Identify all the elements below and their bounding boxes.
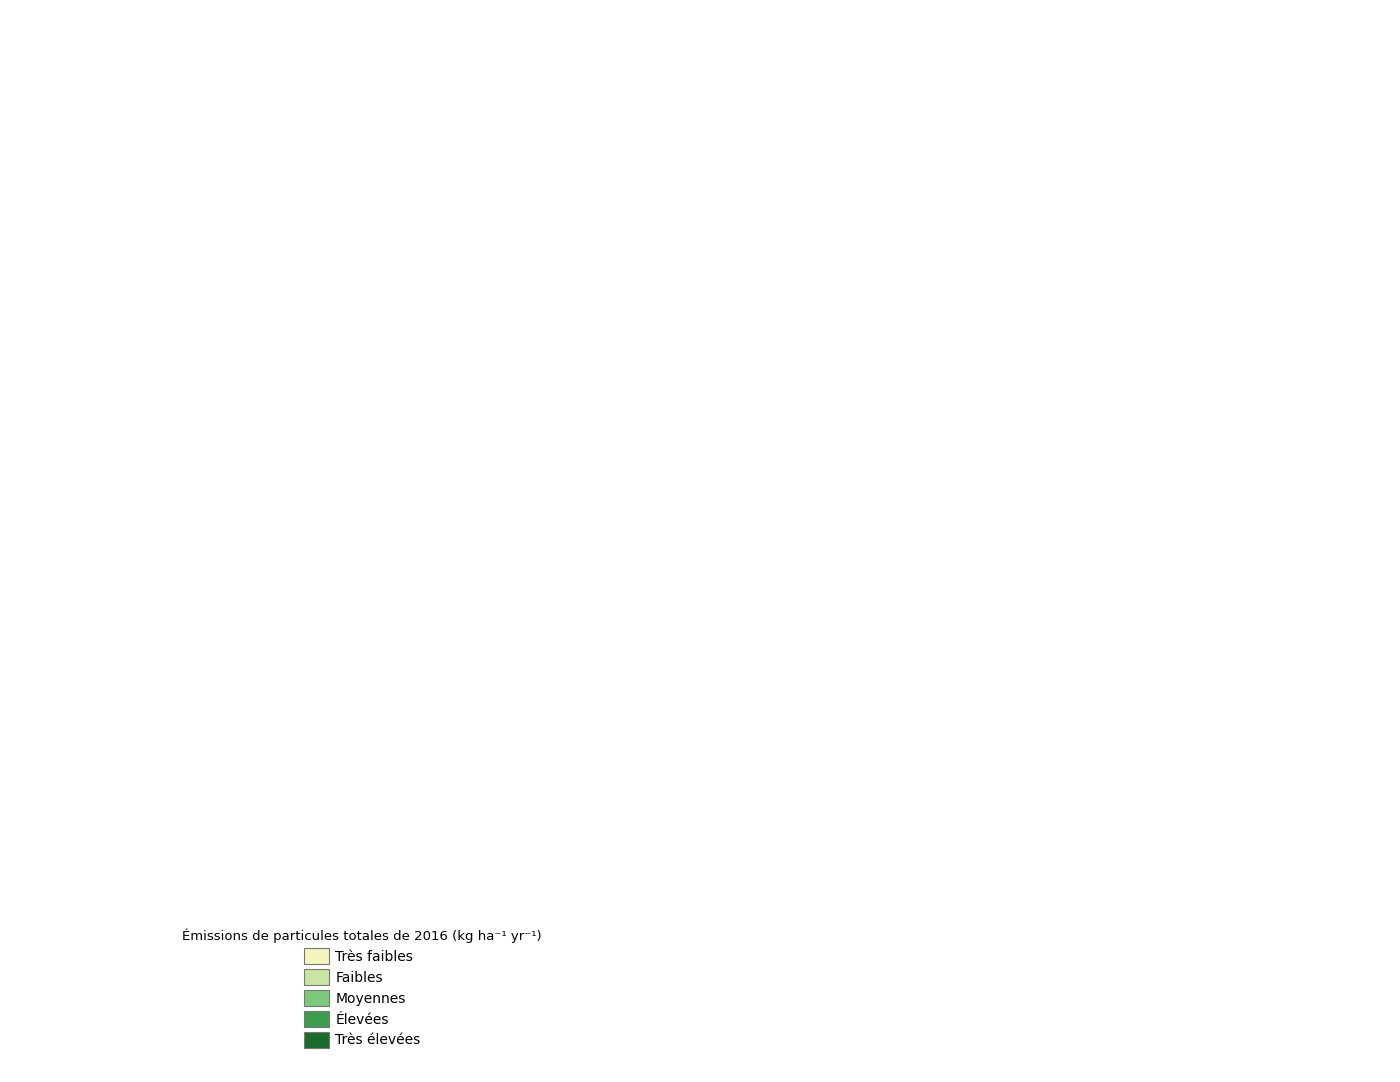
Legend: Très faibles, Faibles, Moyennes, Élevées, Très élevées: Très faibles, Faibles, Moyennes, Élevées… [176,923,547,1054]
